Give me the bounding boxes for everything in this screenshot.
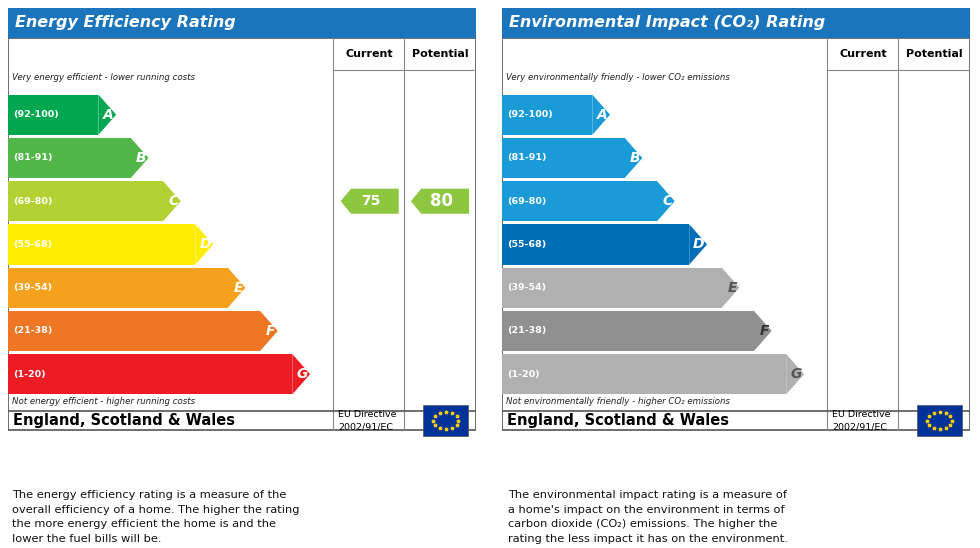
Polygon shape (754, 311, 771, 351)
Polygon shape (260, 311, 277, 351)
Text: Very energy efficient - lower running costs: Very energy efficient - lower running co… (12, 72, 195, 82)
Text: C: C (169, 194, 178, 208)
Text: A: A (597, 108, 608, 122)
FancyBboxPatch shape (502, 8, 970, 38)
Polygon shape (721, 267, 739, 308)
Text: (1-20): (1-20) (14, 370, 46, 379)
Text: B: B (135, 151, 146, 165)
Polygon shape (411, 189, 469, 214)
FancyBboxPatch shape (423, 405, 468, 436)
Text: E: E (727, 281, 737, 295)
Polygon shape (786, 354, 804, 395)
Text: (55-68): (55-68) (508, 240, 547, 249)
Text: E: E (233, 281, 243, 295)
Text: G: G (790, 367, 802, 381)
Text: (81-91): (81-91) (508, 153, 547, 162)
FancyBboxPatch shape (8, 311, 260, 351)
Text: 75: 75 (361, 194, 380, 208)
Text: (69-80): (69-80) (508, 197, 547, 206)
Text: Not environmentally friendly - higher CO₂ emissions: Not environmentally friendly - higher CO… (506, 397, 729, 406)
Polygon shape (130, 138, 148, 178)
FancyBboxPatch shape (502, 224, 689, 265)
Text: Environmental Impact (CO₂) Rating: Environmental Impact (CO₂) Rating (509, 15, 825, 31)
Text: (39-54): (39-54) (14, 283, 53, 292)
Text: (21-38): (21-38) (508, 327, 547, 335)
Text: (39-54): (39-54) (508, 283, 547, 292)
Polygon shape (227, 267, 245, 308)
Text: A: A (103, 108, 114, 122)
Polygon shape (592, 94, 611, 135)
Text: G: G (296, 367, 308, 381)
Text: Not energy efficient - higher running costs: Not energy efficient - higher running co… (12, 397, 195, 406)
FancyBboxPatch shape (502, 181, 657, 221)
FancyBboxPatch shape (8, 94, 98, 135)
FancyBboxPatch shape (8, 354, 292, 395)
FancyBboxPatch shape (502, 354, 786, 395)
Polygon shape (98, 94, 117, 135)
FancyBboxPatch shape (8, 38, 476, 430)
Text: Energy Efficiency Rating: Energy Efficiency Rating (15, 15, 235, 31)
Text: (55-68): (55-68) (14, 240, 53, 249)
Text: EU Directive
2002/91/EC: EU Directive 2002/91/EC (338, 410, 397, 431)
FancyBboxPatch shape (8, 8, 476, 38)
FancyBboxPatch shape (8, 138, 130, 178)
Text: EU Directive
2002/91/EC: EU Directive 2002/91/EC (832, 410, 891, 431)
Text: D: D (693, 237, 705, 252)
Polygon shape (341, 189, 399, 214)
Text: Very environmentally friendly - lower CO₂ emissions: Very environmentally friendly - lower CO… (506, 72, 729, 82)
Polygon shape (624, 138, 642, 178)
FancyBboxPatch shape (8, 224, 195, 265)
FancyBboxPatch shape (502, 94, 592, 135)
Text: Potential: Potential (906, 49, 962, 59)
Text: (92-100): (92-100) (14, 110, 59, 119)
Text: Current: Current (840, 49, 888, 59)
Polygon shape (689, 224, 707, 265)
Text: D: D (199, 237, 211, 252)
Polygon shape (657, 181, 674, 221)
Text: C: C (662, 194, 672, 208)
Text: (69-80): (69-80) (14, 197, 53, 206)
FancyBboxPatch shape (502, 38, 970, 430)
Text: (81-91): (81-91) (14, 153, 53, 162)
FancyBboxPatch shape (8, 181, 163, 221)
Polygon shape (292, 354, 310, 395)
Text: England, Scotland & Wales: England, Scotland & Wales (508, 413, 729, 428)
Text: (21-38): (21-38) (14, 327, 53, 335)
FancyBboxPatch shape (917, 405, 962, 436)
Polygon shape (195, 224, 213, 265)
Text: F: F (760, 324, 769, 338)
Text: (1-20): (1-20) (508, 370, 540, 379)
Polygon shape (163, 181, 180, 221)
Text: Potential: Potential (412, 49, 468, 59)
FancyBboxPatch shape (502, 138, 624, 178)
Text: England, Scotland & Wales: England, Scotland & Wales (14, 413, 235, 428)
FancyBboxPatch shape (502, 267, 721, 308)
Text: The energy efficiency rating is a measure of the
overall efficiency of a home. T: The energy efficiency rating is a measur… (12, 490, 299, 544)
Text: 80: 80 (429, 192, 453, 210)
Text: B: B (629, 151, 640, 165)
Text: (92-100): (92-100) (508, 110, 553, 119)
Text: F: F (266, 324, 275, 338)
Text: Current: Current (346, 49, 394, 59)
FancyBboxPatch shape (502, 311, 754, 351)
FancyBboxPatch shape (8, 267, 227, 308)
Text: The environmental impact rating is a measure of
a home's impact on the environme: The environmental impact rating is a mea… (508, 490, 788, 544)
